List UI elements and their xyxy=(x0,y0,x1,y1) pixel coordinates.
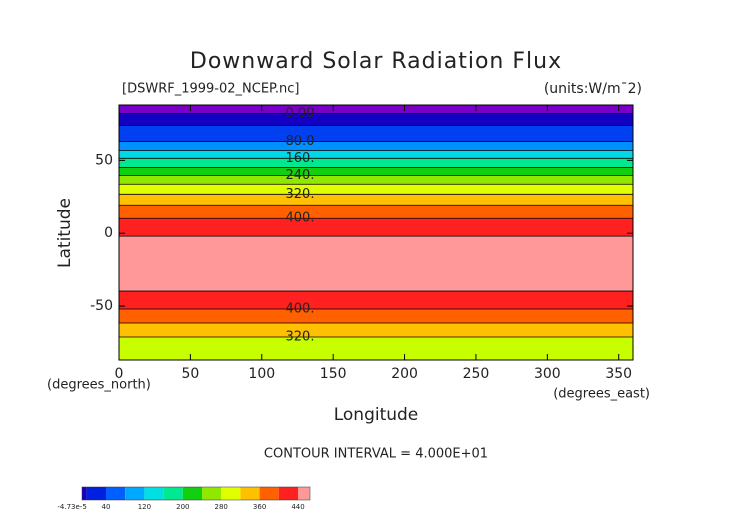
units-label: (units:W/m¯2) xyxy=(544,81,642,97)
contour-label: 80.0 xyxy=(286,134,315,149)
y-tick-label: 0 xyxy=(104,225,113,241)
colorbar-tick-label: 280 xyxy=(215,503,228,511)
colorbar-segment xyxy=(82,487,87,500)
contour-band xyxy=(119,175,633,185)
y-tick-label: 50 xyxy=(95,152,113,168)
y-tick-label: -50 xyxy=(90,298,113,314)
x-tick-label: 50 xyxy=(181,366,199,382)
colorbar-segment xyxy=(298,487,310,500)
contour-band xyxy=(119,309,633,323)
y-unit: (degrees_north) xyxy=(47,378,151,393)
contour-band xyxy=(119,291,633,309)
contour-band xyxy=(119,336,633,360)
x-tick-label: 100 xyxy=(248,366,275,382)
colorbar-segment xyxy=(182,487,202,500)
colorbar-tick-label: 120 xyxy=(138,503,151,511)
y-axis-label: Latitude xyxy=(55,198,75,268)
contour-band xyxy=(119,167,633,176)
x-unit: (degrees_east) xyxy=(553,387,650,402)
colorbar-segment xyxy=(144,487,164,500)
contour-band xyxy=(119,322,633,337)
colorbar-segment xyxy=(202,487,222,500)
contour-band xyxy=(119,218,633,237)
contour-label: 160. xyxy=(286,151,315,166)
contour-label: 0.00 xyxy=(286,106,315,121)
source-label: [DSWRF_1999-02_NCEP.nc] xyxy=(122,82,299,97)
contour-band xyxy=(119,105,633,114)
colorbar-tick-label: 200 xyxy=(176,503,189,511)
contour-label: 240. xyxy=(286,168,315,183)
contour-band xyxy=(119,158,633,168)
contour-band xyxy=(119,113,633,126)
colorbar-segment xyxy=(240,487,260,500)
chart-title: Downward Solar Radiation Flux xyxy=(190,49,562,74)
contour-label: 400. xyxy=(286,211,315,226)
contour-note: CONTOUR INTERVAL = 4.000E+01 xyxy=(264,447,488,462)
contour-band xyxy=(119,150,633,159)
colorbar-segment xyxy=(106,487,126,500)
colorbar-segment xyxy=(125,487,145,500)
x-tick-label: 150 xyxy=(320,366,347,382)
contour-band xyxy=(119,205,633,219)
colorbar-tick-label: 40 xyxy=(102,503,111,511)
x-axis-label: Longitude xyxy=(334,405,419,425)
colorbar-segment xyxy=(278,487,298,500)
contour-band xyxy=(119,194,633,206)
colorbar-segment xyxy=(86,487,106,500)
x-tick-label: 200 xyxy=(391,366,418,382)
x-tick-label: 350 xyxy=(605,366,632,382)
colorbar-tick-label: -4.73e-5 xyxy=(57,503,86,511)
x-tick-label: 0 xyxy=(115,366,124,382)
colorbar-segment xyxy=(259,487,279,500)
colorbar-tick-label: 440 xyxy=(291,503,304,511)
x-tick-label: 250 xyxy=(463,366,490,382)
contour-band xyxy=(119,125,633,142)
contour-label: 320. xyxy=(286,187,315,202)
colorbar-tick-label: 360 xyxy=(253,503,266,511)
contour-band xyxy=(119,184,633,195)
colorbar-segment xyxy=(163,487,183,500)
contour-label: 400. xyxy=(286,302,315,317)
contour-band xyxy=(119,141,633,151)
plot-frame xyxy=(118,104,634,361)
x-tick-label: 300 xyxy=(534,366,561,382)
contour-band xyxy=(119,236,633,292)
contour-label: 320. xyxy=(286,329,315,344)
colorbar-segment xyxy=(221,487,241,500)
colorbar-frame xyxy=(81,486,311,501)
